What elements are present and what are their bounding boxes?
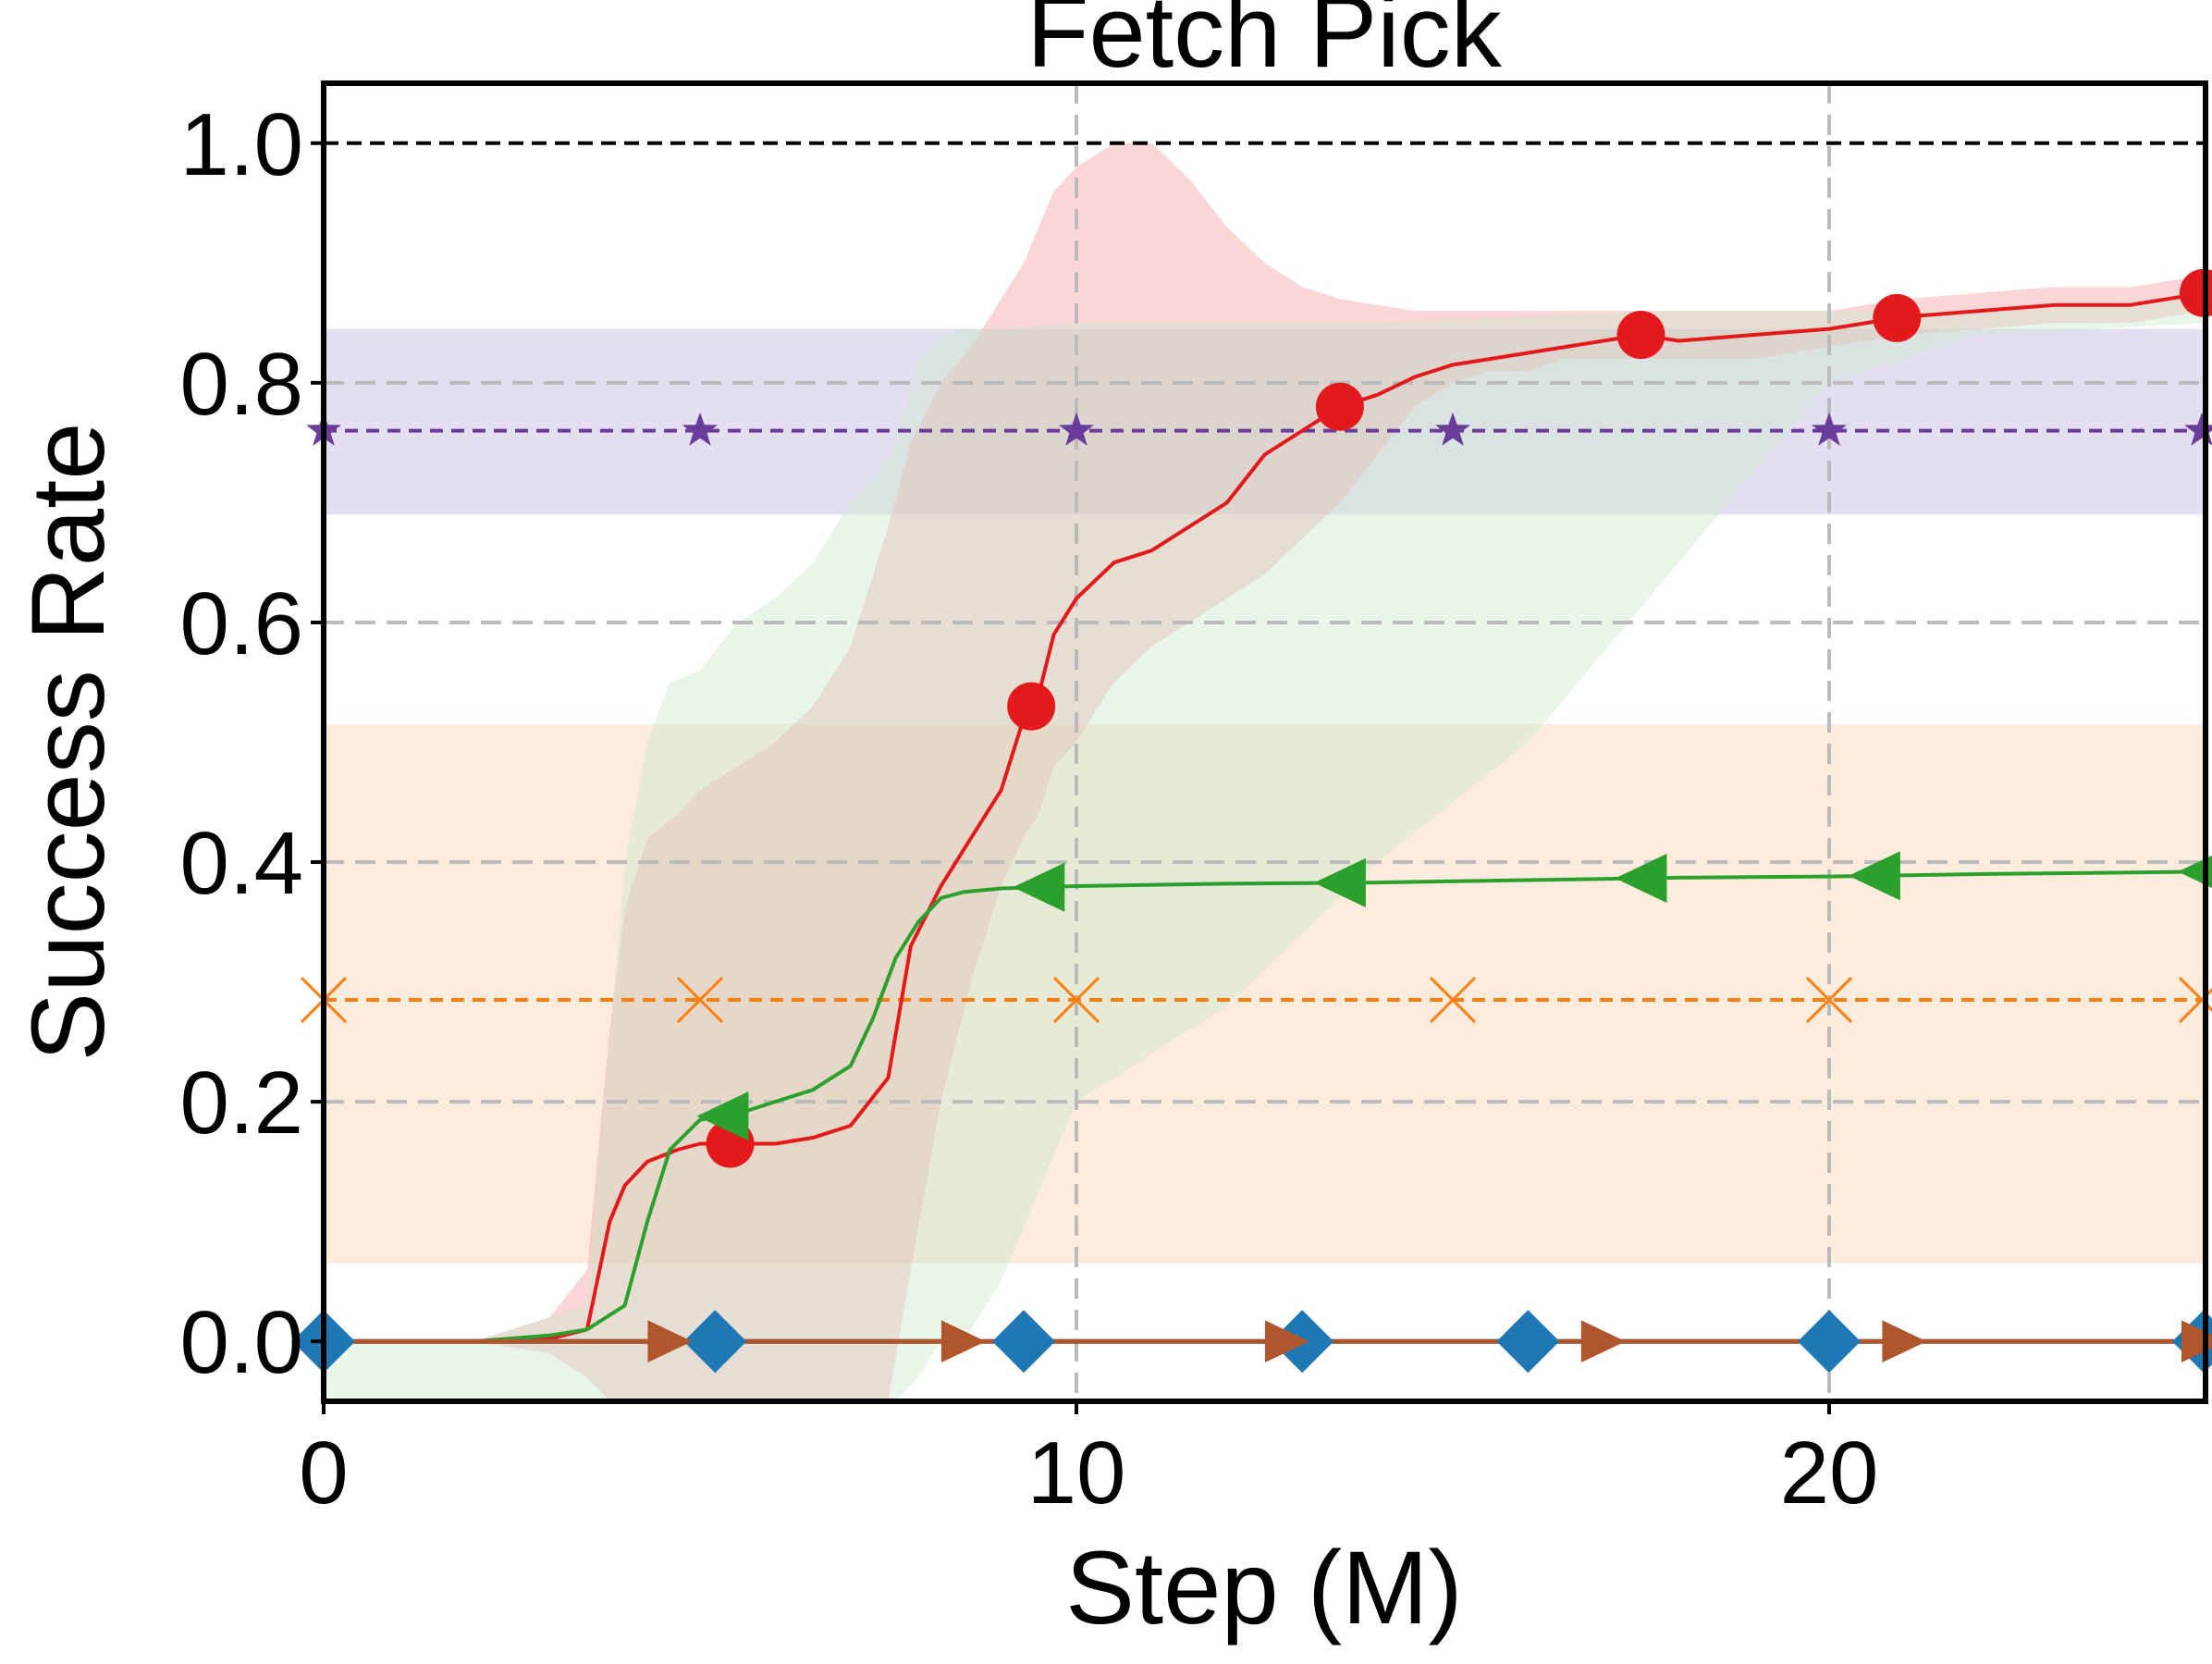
series-triangle-right-marker [940, 1320, 986, 1363]
y-tick-label: 0.8 [180, 335, 303, 434]
series-circle-marker [1315, 382, 1364, 431]
x-tick-label: 20 [1780, 1424, 1879, 1522]
baseline-star-marker [1435, 412, 1470, 446]
y-tick-label: 0.6 [180, 574, 303, 673]
series-diamond-marker [1496, 1310, 1560, 1374]
series-triangle-left-marker [1313, 857, 1366, 907]
series-diamond-marker [992, 1310, 1056, 1374]
x-tick-label: 10 [1027, 1424, 1126, 1522]
axis-ticks: 0.0 0.2 0.4 0.6 0.8 1.0 0 10 20 [180, 95, 1879, 1522]
x-axis-label: Step (M) [1065, 1530, 1462, 1646]
series-triangle-right-marker [647, 1320, 693, 1363]
y-tick-label: 0.2 [180, 1054, 303, 1152]
series-markers [292, 268, 2212, 1374]
y-tick-label: 0.4 [180, 814, 303, 913]
series-triangle-right-marker [2181, 1320, 2212, 1363]
series-line-triangle-left [324, 869, 2206, 1344]
baseline-band-star [324, 328, 2206, 515]
baseline-star-marker [1812, 412, 1847, 446]
plot-frame [321, 80, 2208, 1404]
series-triangle-right-marker [1580, 1320, 1626, 1363]
series-triangle-right-marker [1882, 1320, 1927, 1363]
baseline-star-marker [1059, 412, 1094, 446]
series-triangle-left-marker [1615, 853, 1667, 904]
series-band-triangle-left [324, 299, 2206, 1401]
y-tick-label: 0.0 [180, 1293, 303, 1392]
baseline-x-marker [1429, 976, 1477, 1024]
series-triangle-left-marker [1848, 851, 1900, 901]
baseline-x-marker [676, 976, 724, 1024]
series-line-circle [324, 290, 2206, 1344]
y-tick-label: 1.0 [180, 95, 303, 194]
series-diamond-marker [1798, 1310, 1861, 1374]
series-triangle-left-marker [1013, 862, 1065, 912]
series-circle-marker [1873, 293, 1922, 342]
series-circle-marker [1007, 682, 1056, 731]
confidence-bands [324, 142, 2206, 1401]
series-triangle-right-marker [1264, 1320, 1309, 1363]
series-triangle-left-marker [696, 1091, 749, 1141]
baseline-x-marker [1805, 976, 1853, 1024]
baseline-x-marker [1052, 976, 1100, 1024]
baseline-x-marker [2178, 976, 2212, 1024]
baseline-star-marker [682, 412, 718, 446]
x-tick-label: 0 [299, 1424, 348, 1522]
series-diamond-marker [683, 1310, 747, 1374]
series-circle-marker [1616, 311, 1665, 360]
chart-title: Fetch Pick [1026, 0, 1502, 89]
series-band-circle [324, 142, 2206, 1401]
y-axis-label: Success Rate [10, 423, 126, 1062]
